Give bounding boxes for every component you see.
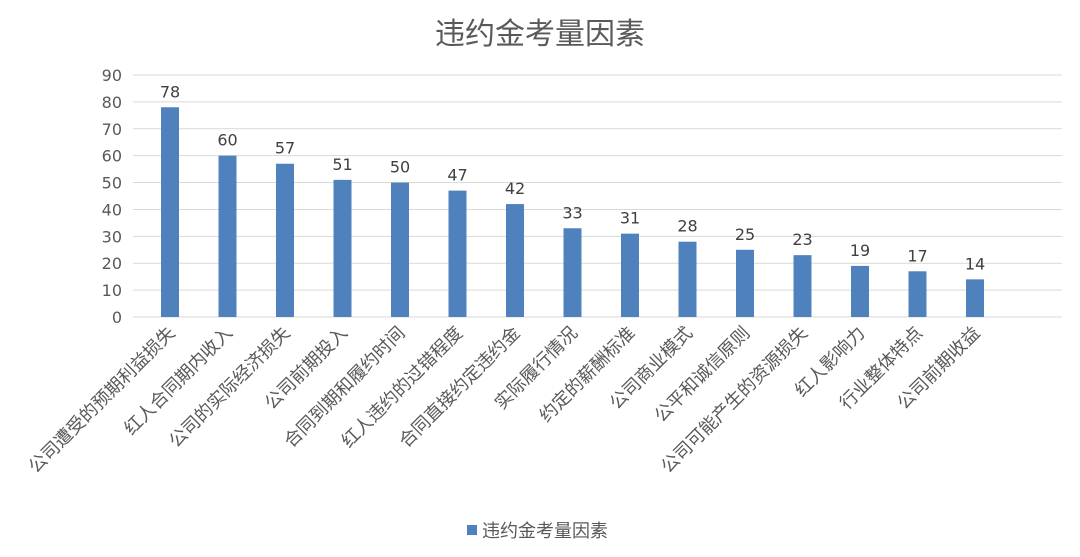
data-label: 47 <box>447 166 467 185</box>
bar <box>621 233 639 317</box>
x-tick-label: 红人合同期内收入 <box>120 323 237 440</box>
bar <box>506 204 524 317</box>
bar <box>276 163 294 317</box>
y-tick-label: 40 <box>102 200 122 219</box>
legend-label: 违约金考量因素 <box>482 521 608 542</box>
y-tick-label: 20 <box>102 254 122 273</box>
data-label: 17 <box>907 246 927 265</box>
legend: 违约金考量因素 <box>467 521 608 542</box>
data-label: 60 <box>217 131 237 150</box>
y-tick-label: 80 <box>102 93 122 112</box>
x-axis-ticks: 公司遭受的预期利益损失红人合同期内收入公司的实际经济损失公司前期投入合同到期和履… <box>25 323 985 478</box>
data-label: 14 <box>965 254 985 273</box>
bar <box>563 228 582 317</box>
data-label: 23 <box>792 230 812 249</box>
data-label: 33 <box>562 203 582 222</box>
data-label: 19 <box>850 241 870 260</box>
data-label: 78 <box>160 82 180 101</box>
data-label: 28 <box>677 217 697 236</box>
bar <box>908 271 927 317</box>
data-label: 42 <box>505 179 525 198</box>
data-labels: 78 60 57 51 50 47 42 33 31 28 25 23 19 17 14 <box>160 82 985 273</box>
data-label: 25 <box>735 225 755 244</box>
bar <box>793 255 812 317</box>
chart-title: 违约金考量因素 <box>435 17 645 52</box>
data-label: 51 <box>332 155 352 174</box>
y-tick-label: 30 <box>102 227 122 246</box>
bar <box>218 155 237 317</box>
y-tick-label: 10 <box>102 281 122 300</box>
bar <box>391 182 409 317</box>
y-tick-label: 60 <box>102 147 122 166</box>
y-tick-label: 90 <box>102 66 122 85</box>
bar <box>736 249 754 317</box>
y-tick-label: 50 <box>102 174 122 193</box>
y-tick-label: 0 <box>112 308 122 327</box>
bar <box>851 265 869 317</box>
bar <box>161 107 179 318</box>
legend-swatch <box>467 525 477 535</box>
y-tick-label: 70 <box>102 120 122 139</box>
bar <box>333 179 352 317</box>
y-axis-ticks: 0 10 20 30 40 50 60 70 80 90 <box>102 66 122 327</box>
data-label: 57 <box>275 139 295 158</box>
data-label: 50 <box>390 158 410 177</box>
data-label: 31 <box>620 209 640 228</box>
bar <box>966 279 984 317</box>
bar <box>448 190 467 317</box>
bar <box>678 241 697 317</box>
bars <box>161 107 984 318</box>
